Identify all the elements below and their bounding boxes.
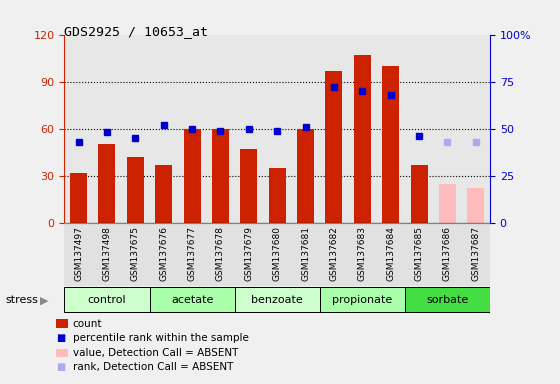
Bar xyxy=(376,35,405,223)
Text: acetate: acetate xyxy=(171,295,213,305)
Bar xyxy=(263,223,291,286)
Text: GSM137675: GSM137675 xyxy=(131,226,140,281)
Bar xyxy=(178,223,206,286)
Text: ■: ■ xyxy=(56,333,66,343)
Bar xyxy=(70,172,87,223)
Bar xyxy=(240,149,258,223)
Text: GSM137682: GSM137682 xyxy=(329,226,338,281)
Bar xyxy=(297,129,314,223)
Bar xyxy=(467,188,484,223)
Bar xyxy=(212,129,229,223)
Text: GSM137678: GSM137678 xyxy=(216,226,225,281)
FancyBboxPatch shape xyxy=(64,286,150,313)
Text: GSM137497: GSM137497 xyxy=(74,226,83,281)
Text: rank, Detection Call = ABSENT: rank, Detection Call = ABSENT xyxy=(73,362,233,372)
Bar xyxy=(320,35,348,223)
Bar xyxy=(348,223,376,286)
Bar xyxy=(64,35,93,223)
Text: GSM137681: GSM137681 xyxy=(301,226,310,281)
Bar xyxy=(461,35,490,223)
Bar xyxy=(206,35,235,223)
Bar xyxy=(99,144,115,223)
Bar xyxy=(348,35,376,223)
Bar xyxy=(354,55,371,223)
Text: value, Detection Call = ABSENT: value, Detection Call = ABSENT xyxy=(73,348,238,358)
Bar xyxy=(121,35,150,223)
Bar xyxy=(235,35,263,223)
Text: percentile rank within the sample: percentile rank within the sample xyxy=(73,333,249,343)
Bar xyxy=(376,223,405,286)
Bar xyxy=(433,223,461,286)
Bar xyxy=(291,223,320,286)
Text: ▶: ▶ xyxy=(40,295,49,305)
Bar xyxy=(410,165,428,223)
Bar xyxy=(461,223,490,286)
Text: propionate: propionate xyxy=(332,295,393,305)
Bar xyxy=(127,157,144,223)
Bar xyxy=(433,35,461,223)
Text: GDS2925 / 10653_at: GDS2925 / 10653_at xyxy=(64,25,208,38)
Text: GSM137677: GSM137677 xyxy=(188,226,197,281)
Text: GSM137687: GSM137687 xyxy=(472,226,480,281)
Bar xyxy=(121,223,150,286)
Text: control: control xyxy=(88,295,126,305)
Text: GSM137685: GSM137685 xyxy=(414,226,423,281)
Text: GSM137680: GSM137680 xyxy=(273,226,282,281)
Text: GSM137676: GSM137676 xyxy=(159,226,168,281)
Text: stress: stress xyxy=(6,295,39,305)
Bar xyxy=(150,35,178,223)
Bar xyxy=(382,66,399,223)
Text: GSM137683: GSM137683 xyxy=(358,226,367,281)
Text: ■: ■ xyxy=(56,362,66,372)
Text: GSM137686: GSM137686 xyxy=(443,226,452,281)
Bar xyxy=(93,223,121,286)
Bar xyxy=(405,35,433,223)
Bar xyxy=(155,165,172,223)
Text: count: count xyxy=(73,319,102,329)
Bar xyxy=(320,223,348,286)
Text: benzoate: benzoate xyxy=(251,295,303,305)
Bar xyxy=(269,168,286,223)
FancyBboxPatch shape xyxy=(150,286,235,313)
FancyBboxPatch shape xyxy=(320,286,405,313)
Bar xyxy=(405,223,433,286)
FancyBboxPatch shape xyxy=(405,286,490,313)
Bar xyxy=(263,35,291,223)
Bar xyxy=(93,35,121,223)
Bar xyxy=(235,223,263,286)
Bar xyxy=(184,129,200,223)
Bar xyxy=(291,35,320,223)
Text: sorbate: sorbate xyxy=(426,295,469,305)
Bar xyxy=(206,223,235,286)
Text: GSM137498: GSM137498 xyxy=(102,226,111,281)
Text: GSM137684: GSM137684 xyxy=(386,226,395,281)
Text: GSM137679: GSM137679 xyxy=(244,226,253,281)
Bar xyxy=(150,223,178,286)
Bar xyxy=(178,35,206,223)
Bar xyxy=(325,71,343,223)
Bar xyxy=(64,223,93,286)
FancyBboxPatch shape xyxy=(235,286,320,313)
Bar xyxy=(439,184,456,223)
